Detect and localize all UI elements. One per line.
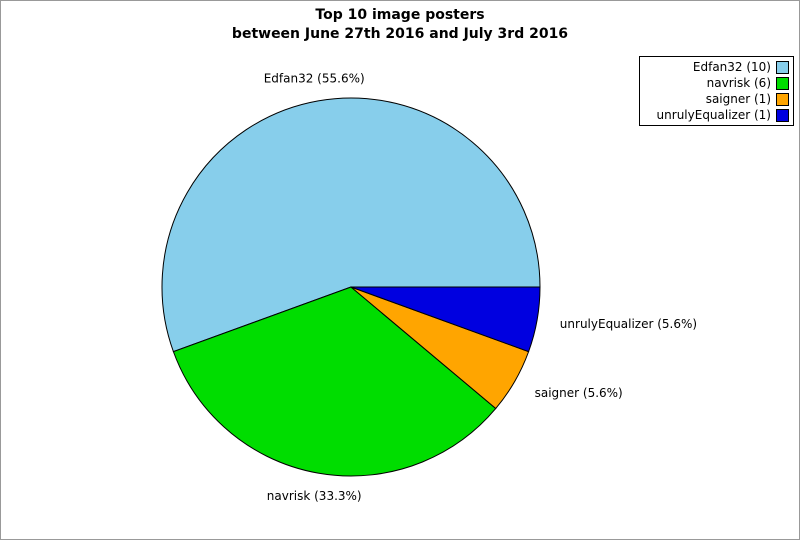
legend-color-swatch	[776, 60, 789, 74]
chart-title-block: Top 10 image posters between June 27th 2…	[1, 6, 799, 44]
legend-item-label: unrulyEqualizer (1)	[656, 108, 771, 122]
pie-slice-navrisk	[172, 286, 497, 477]
slice-label-unrulyequalizer: unrulyEqualizer (5.6%)	[560, 317, 697, 331]
legend-item-label: Edfan32 (10)	[692, 60, 771, 74]
legend-item-unrulyequalizer: unrulyEqualizer (1)	[642, 107, 789, 123]
slice-label-saigner: saigner (5.6%)	[535, 386, 623, 400]
chart-subtitle: between June 27th 2016 and July 3rd 2016	[231, 26, 569, 42]
legend-color-swatch	[776, 108, 789, 122]
legend: Edfan32 (10) navrisk (6) saigner (1) unruly…	[639, 56, 794, 126]
legend-color-swatch	[776, 92, 789, 106]
legend-item-saigner: saigner (1)	[642, 91, 789, 107]
slice-label-navrisk: navrisk (33.3%)	[267, 489, 362, 503]
legend-item-navrisk: navrisk (6)	[642, 75, 789, 91]
legend-item-label: navrisk (6)	[706, 76, 771, 90]
legend-item-edfan32: Edfan32 (10)	[642, 59, 789, 75]
slice-label-edfan32: Edfan32 (55.6%)	[264, 71, 365, 85]
chart-title: Top 10 image posters	[315, 7, 485, 23]
legend-color-swatch	[776, 76, 789, 90]
pie-slice-edfan32	[161, 97, 541, 353]
legend-item-label: saigner (1)	[705, 92, 771, 106]
pie-slice-unrulyequalizer	[350, 286, 541, 353]
